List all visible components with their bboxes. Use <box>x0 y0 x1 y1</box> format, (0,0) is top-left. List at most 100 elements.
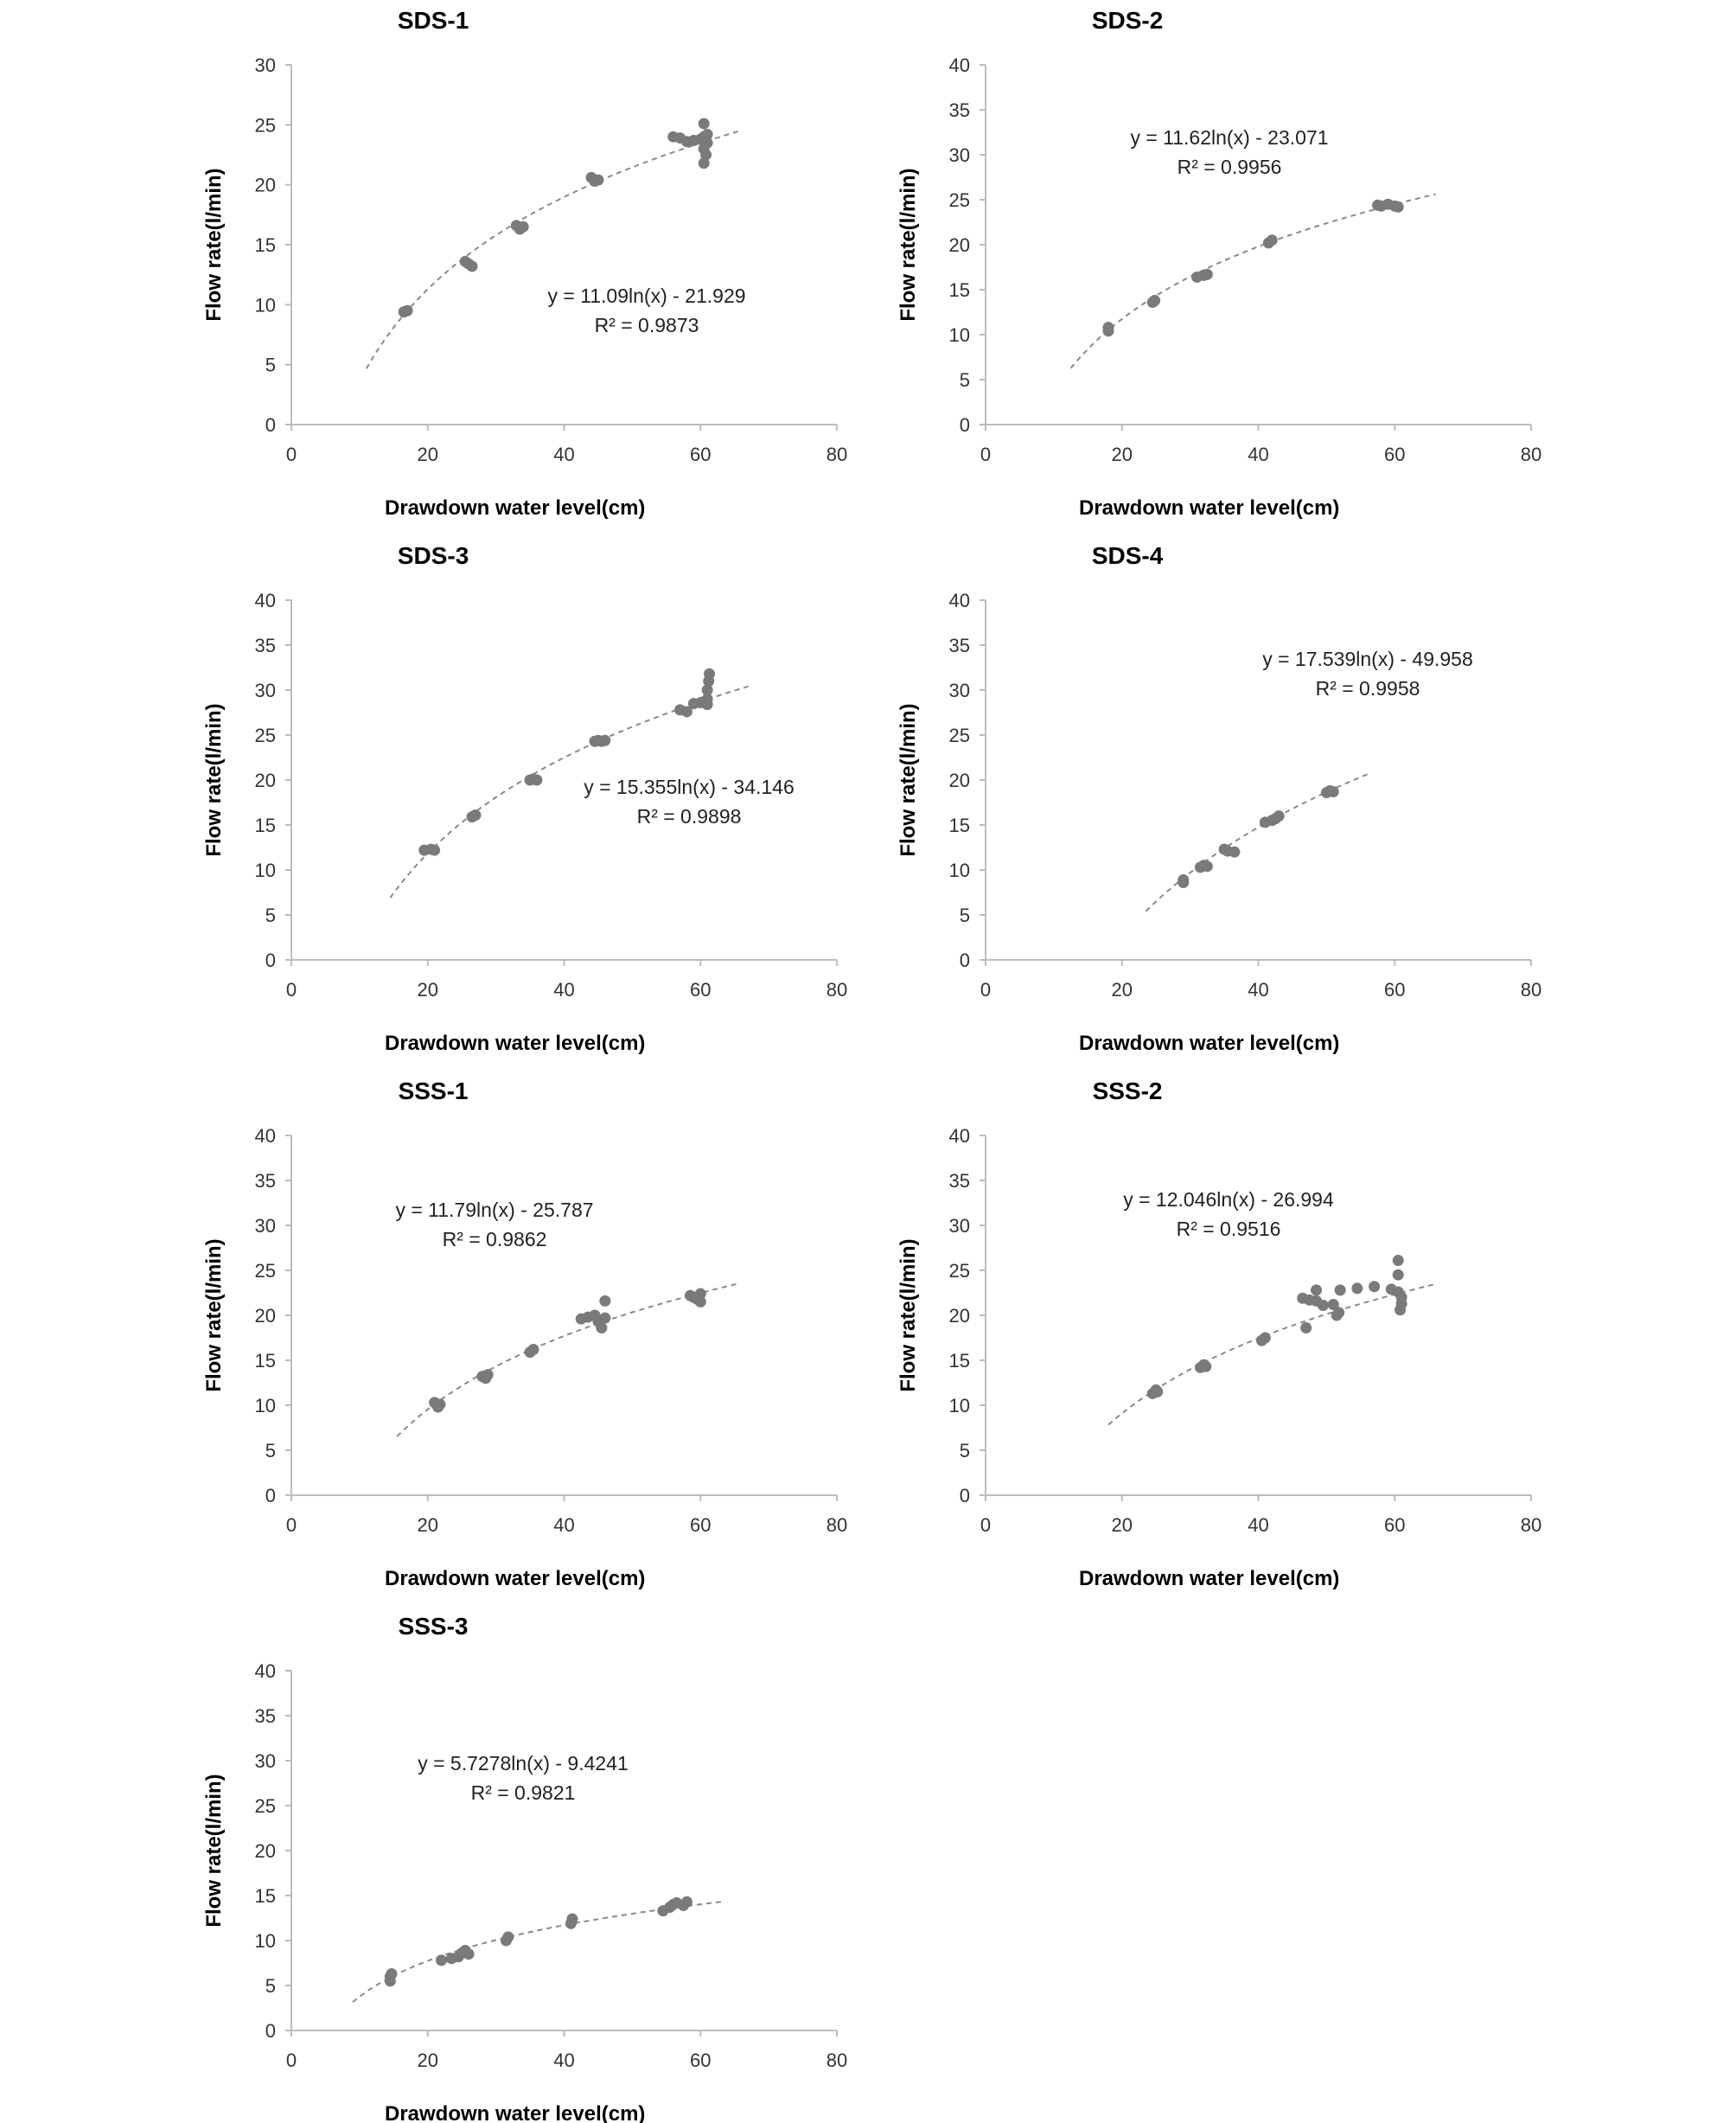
x-tick-label: 40 <box>553 444 574 465</box>
y-tick-label: 40 <box>949 590 970 611</box>
x-tick-label: 80 <box>827 2049 847 2071</box>
data-point <box>680 1896 692 1908</box>
data-point <box>398 306 410 318</box>
x-tick-label: 80 <box>1521 979 1541 1001</box>
data-point <box>463 1948 475 1960</box>
y-axis-label: Flow rate(l/min) <box>897 168 920 321</box>
x-tick-label: 60 <box>1384 1514 1405 1536</box>
y-tick-label: 0 <box>960 1485 970 1506</box>
y-tick-label: 0 <box>265 414 276 436</box>
y-tick-label: 30 <box>255 1215 276 1237</box>
y-tick-label: 15 <box>949 1350 970 1372</box>
x-tick-label: 60 <box>690 1514 711 1536</box>
x-tick-label: 40 <box>553 2049 574 2071</box>
data-point <box>694 1295 706 1308</box>
x-tick-label: 60 <box>1384 979 1405 1001</box>
y-axis-label: Flow rate(l/min) <box>202 168 226 321</box>
y-tick-label: 10 <box>255 1930 276 1952</box>
y-tick-label: 0 <box>265 950 276 971</box>
x-axis-label: Drawdown water level(cm) <box>1079 1032 1339 1055</box>
y-tick-label: 35 <box>255 1705 276 1727</box>
data-point <box>701 128 713 140</box>
x-tick-label: 20 <box>418 444 438 465</box>
trend-r-squared: R² = 0.9956 <box>1178 156 1282 178</box>
data-point <box>599 1312 611 1324</box>
y-tick-label: 10 <box>949 1395 970 1416</box>
trend-equation: y = 5.7278ln(x) - 9.4241 <box>418 1752 629 1774</box>
y-axis-label: Flow rate(l/min) <box>202 703 226 856</box>
data-point <box>698 118 710 130</box>
y-tick-label: 20 <box>255 770 276 791</box>
data-point <box>1229 846 1241 858</box>
data-point <box>599 1295 611 1307</box>
data-point <box>701 137 713 149</box>
y-tick-label: 15 <box>949 815 970 836</box>
data-point <box>1333 1307 1345 1319</box>
data-point <box>1351 1282 1363 1295</box>
x-tick-label: 0 <box>980 979 991 1001</box>
x-tick-label: 0 <box>286 979 297 1001</box>
x-tick-label: 60 <box>1384 444 1405 465</box>
trend-equation: y = 11.79ln(x) - 25.787 <box>395 1199 593 1221</box>
data-point <box>698 157 710 169</box>
data-point <box>694 1288 706 1300</box>
y-tick-label: 30 <box>949 1215 970 1237</box>
x-tick-label: 80 <box>1521 1514 1541 1536</box>
trendline <box>352 1901 722 2003</box>
data-point <box>596 1322 608 1334</box>
trend-equation: y = 11.09ln(x) - 21.929 <box>547 285 745 307</box>
x-axis-label: Drawdown water level(cm) <box>385 1567 645 1590</box>
x-tick-label: 20 <box>418 1514 438 1536</box>
y-tick-label: 35 <box>949 635 970 656</box>
data-point <box>434 1398 446 1410</box>
data-point <box>1266 234 1278 246</box>
y-axis-label: Flow rate(l/min) <box>897 703 920 856</box>
x-tick-label: 80 <box>1521 444 1541 465</box>
y-tick-label: 5 <box>265 1975 276 1997</box>
data-point <box>680 706 692 718</box>
data-point <box>527 1344 539 1356</box>
y-tick-label: 35 <box>255 1170 276 1192</box>
data-point <box>592 174 604 186</box>
data-point <box>1102 322 1114 334</box>
y-tick-label: 15 <box>255 815 276 836</box>
trendline <box>365 129 742 369</box>
data-point <box>1327 786 1339 798</box>
y-tick-label: 15 <box>255 1885 276 1907</box>
data-point <box>701 684 713 696</box>
data-point <box>517 221 529 233</box>
y-tick-label: 40 <box>949 1125 970 1147</box>
x-axis-label: Drawdown water level(cm) <box>1079 496 1339 520</box>
y-tick-label: 25 <box>949 1260 970 1282</box>
y-tick-label: 15 <box>255 1350 276 1372</box>
x-tick-label: 20 <box>1112 979 1133 1001</box>
y-tick-label: 40 <box>949 54 970 76</box>
x-tick-label: 40 <box>1248 979 1268 1001</box>
data-point <box>1201 860 1213 873</box>
y-tick-label: 20 <box>949 234 970 256</box>
y-tick-label: 10 <box>255 294 276 316</box>
y-tick-label: 30 <box>255 1750 276 1772</box>
x-tick-label: 20 <box>1112 444 1133 465</box>
data-point <box>482 1369 494 1381</box>
data-point <box>1273 810 1285 822</box>
trend-r-squared: R² = 0.9821 <box>471 1781 576 1804</box>
x-tick-label: 20 <box>418 2049 438 2071</box>
y-tick-label: 0 <box>960 950 970 971</box>
y-tick-label: 25 <box>255 725 276 746</box>
data-point <box>566 1913 578 1925</box>
y-tick-label: 25 <box>949 189 970 211</box>
x-tick-label: 60 <box>690 979 711 1001</box>
data-point <box>1259 1332 1271 1344</box>
data-point <box>1334 1284 1346 1296</box>
chart-title: SDS-1 <box>398 7 469 34</box>
y-tick-label: 5 <box>265 1440 276 1461</box>
trend-r-squared: R² = 0.9873 <box>595 314 699 336</box>
y-tick-label: 25 <box>255 114 276 136</box>
data-point <box>531 774 543 786</box>
x-tick-label: 60 <box>690 444 711 465</box>
data-point <box>701 699 713 711</box>
x-tick-label: 0 <box>980 444 991 465</box>
data-point <box>1392 201 1404 213</box>
y-tick-label: 10 <box>255 1395 276 1416</box>
